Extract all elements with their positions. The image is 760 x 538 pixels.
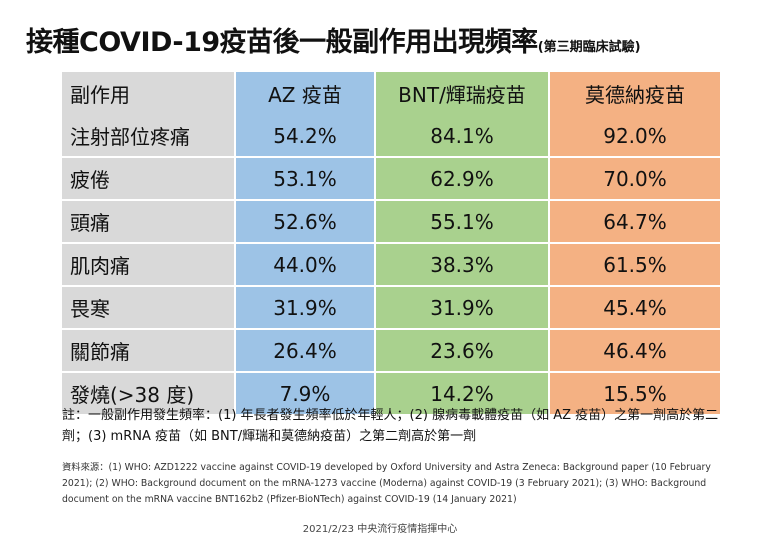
table-header-row: 副作用 AZ 疫苗 BNT/輝瑞疫苗 莫德納疫苗 xyxy=(62,72,720,115)
table-row: 發燒(>38 度) 7.9% 14.2% 15.5% xyxy=(62,373,720,414)
row-label: 頭痛 xyxy=(62,201,234,244)
source-citation: 資料來源：(1) WHO: AZD1222 vaccine against CO… xyxy=(62,462,711,505)
bnt-value: 62.9% xyxy=(374,158,548,201)
bnt-value: 23.6% xyxy=(374,330,548,373)
bnt-value: 14.2% xyxy=(374,373,548,414)
row-label: 肌肉痛 xyxy=(62,244,234,287)
moderna-value: 92.0% xyxy=(548,115,720,158)
page-title: 接種COVID-19疫苗後一般副作用出現頻率(第三期臨床試驗) xyxy=(26,20,746,59)
row-label: 關節痛 xyxy=(62,330,234,373)
moderna-value: 45.4% xyxy=(548,287,720,330)
moderna-value: 70.0% xyxy=(548,158,720,201)
az-value: 44.0% xyxy=(234,244,374,287)
row-label: 發燒(>38 度) xyxy=(62,373,234,414)
bnt-value: 38.3% xyxy=(374,244,548,287)
side-effects-table: 副作用 AZ 疫苗 BNT/輝瑞疫苗 莫德納疫苗 注射部位疼痛 54.2% 84.1… xyxy=(62,72,720,414)
row-label: 疲倦 xyxy=(62,158,234,201)
row-label: 畏寒 xyxy=(62,287,234,330)
az-value: 52.6% xyxy=(234,201,374,244)
az-value: 31.9% xyxy=(234,287,374,330)
header-bnt: BNT/輝瑞疫苗 xyxy=(374,72,548,115)
moderna-value: 46.4% xyxy=(548,330,720,373)
bnt-value: 31.9% xyxy=(374,287,548,330)
moderna-value: 61.5% xyxy=(548,244,720,287)
row-label: 注射部位疼痛 xyxy=(62,115,234,158)
table-row: 注射部位疼痛 54.2% 84.1% 92.0% xyxy=(62,115,720,158)
moderna-value: 64.7% xyxy=(548,201,720,244)
header-side-effect: 副作用 xyxy=(62,72,234,115)
footnote: 註：一般副作用發生頻率：(1) 年長者發生頻率低於年輕人；(2) 腺病毒載體疫苗… xyxy=(62,408,719,444)
table-row: 疲倦 53.1% 62.9% 70.0% xyxy=(62,158,720,201)
bnt-value: 84.1% xyxy=(374,115,548,158)
header-moderna: 莫德納疫苗 xyxy=(548,72,720,115)
table-row: 肌肉痛 44.0% 38.3% 61.5% xyxy=(62,244,720,287)
title-subtitle: (第三期臨床試驗) xyxy=(537,40,641,55)
table-row: 頭痛 52.6% 55.1% 64.7% xyxy=(62,201,720,244)
az-value: 54.2% xyxy=(234,115,374,158)
table-body: 注射部位疼痛 54.2% 84.1% 92.0% 疲倦 53.1% 62.9% 70.0% 頭痛… xyxy=(62,115,720,414)
table-row: 畏寒 31.9% 31.9% 45.4% xyxy=(62,287,720,330)
title-text: 接種COVID-19疫苗後一般副作用出現頻率 xyxy=(26,27,538,58)
header-az: AZ 疫苗 xyxy=(234,72,374,115)
bnt-value: 55.1% xyxy=(374,201,548,244)
footer-credit: 2021/2/23 中央流行疫情指揮中心 xyxy=(302,524,458,535)
az-value: 53.1% xyxy=(234,158,374,201)
az-value: 7.9% xyxy=(234,373,374,414)
moderna-value: 15.5% xyxy=(548,373,720,414)
table-row: 關節痛 26.4% 23.6% 46.4% xyxy=(62,330,720,373)
az-value: 26.4% xyxy=(234,330,374,373)
